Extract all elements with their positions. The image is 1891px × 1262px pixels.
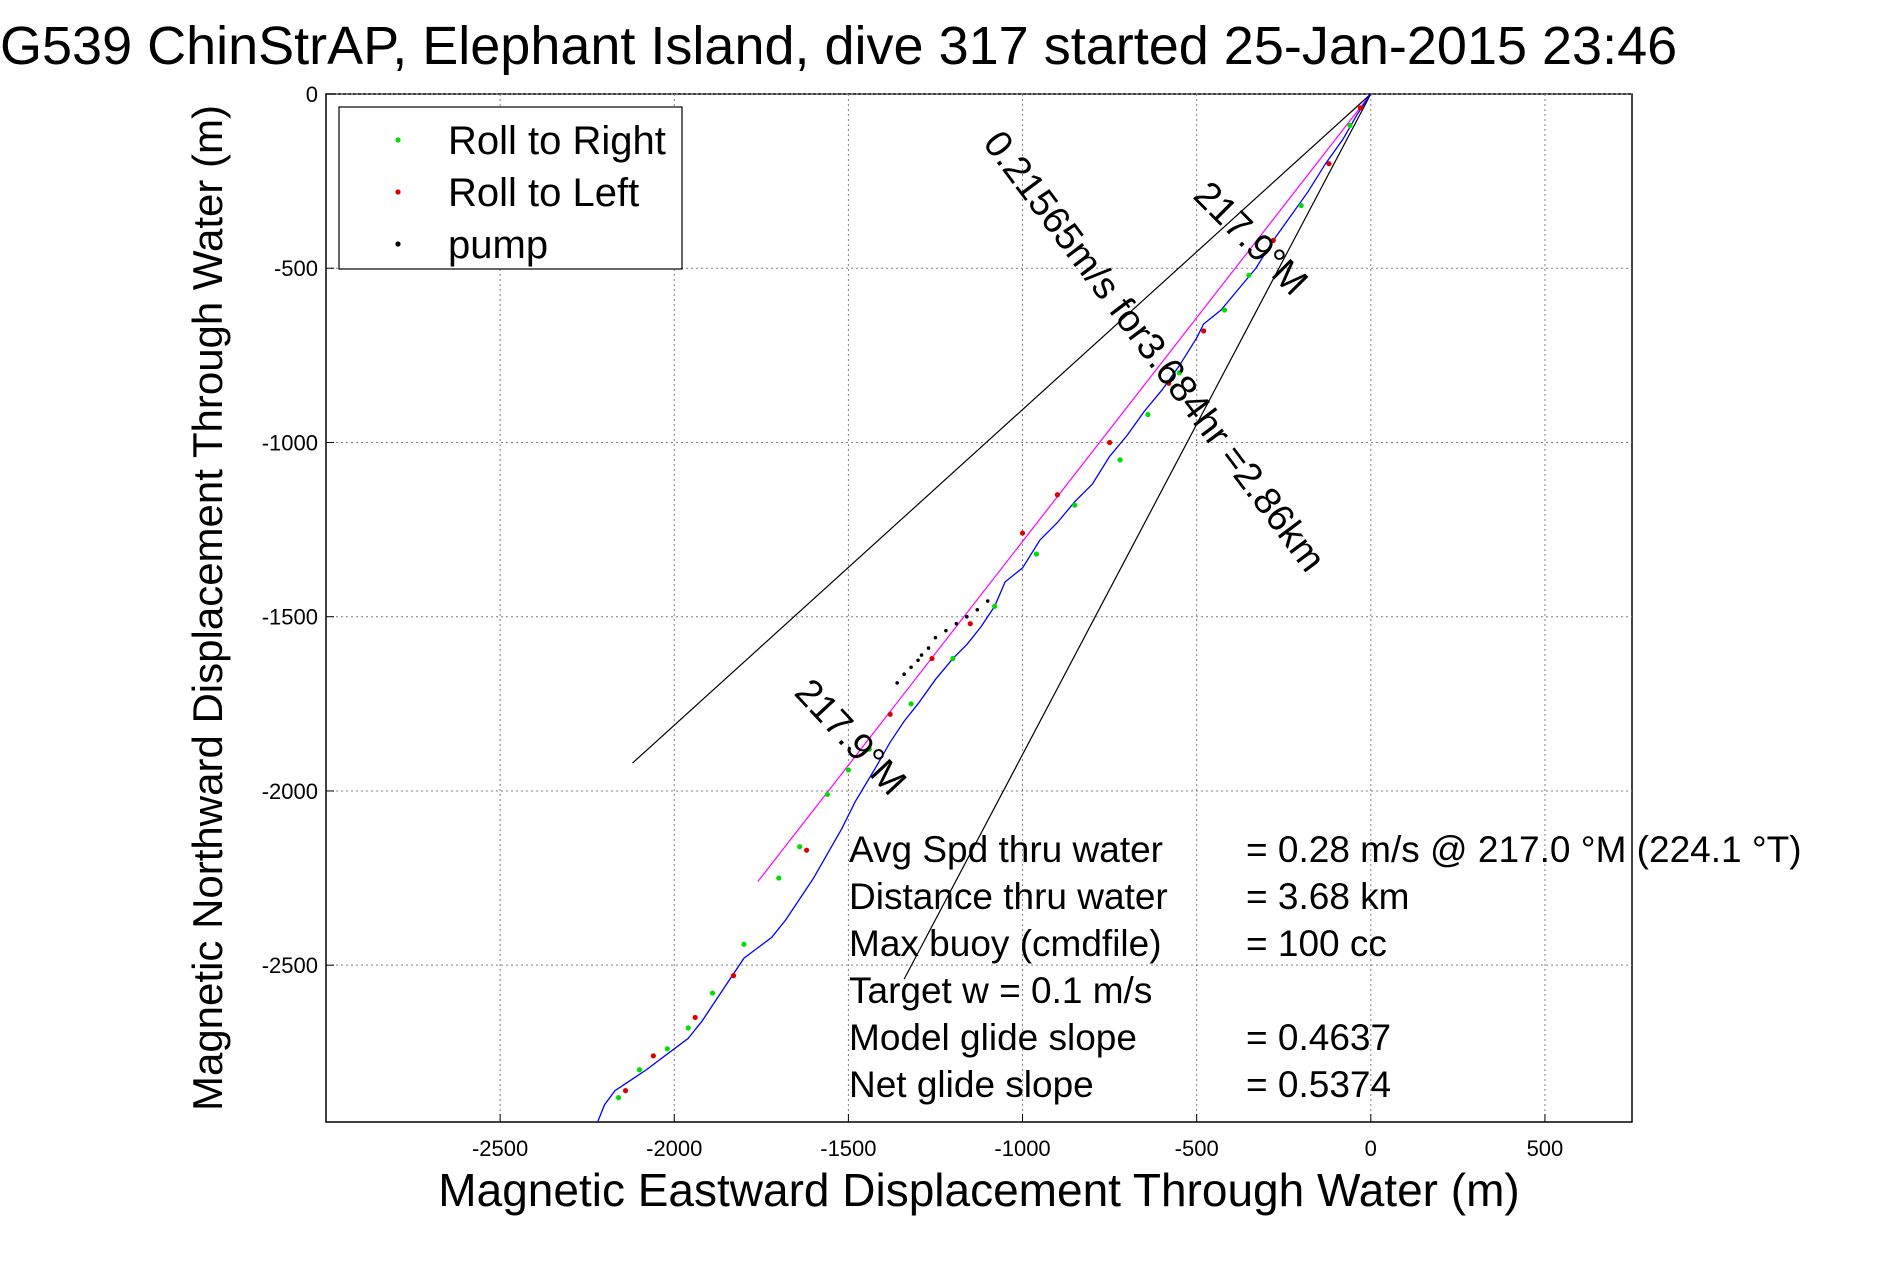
heading-line-right-bound [903, 93, 1372, 980]
legend-marker [395, 189, 401, 195]
roll-left-point [887, 711, 893, 717]
y-tick-label: 0 [306, 82, 318, 107]
roll-right-point [908, 701, 914, 707]
pump-point [916, 658, 920, 663]
stats-label: Target w = 0.1 m/s [849, 970, 1152, 1011]
roll-right-point [664, 1046, 670, 1052]
roll-right-point [776, 875, 782, 881]
pump-point [933, 635, 938, 640]
roll-right-point [950, 655, 956, 662]
y-tick-label: -2000 [262, 779, 318, 804]
stats-value: = 3.68 km [1246, 876, 1410, 917]
roll-right-point [824, 791, 831, 798]
roll-left-point [1019, 530, 1026, 536]
roll-points [615, 105, 1363, 1101]
legend-label: pump [448, 223, 548, 267]
legend-marker [395, 241, 401, 247]
dive-track [597, 93, 1372, 1123]
track-line [597, 93, 1372, 1123]
stats-label: Avg Spd thru water [849, 829, 1163, 870]
roll-left-point [622, 1088, 629, 1094]
roll-right-point [615, 1095, 622, 1101]
stats-value: = 0.28 m/s @ 217.0 °M (224.1 °T) [1246, 829, 1802, 870]
pump-point [926, 646, 931, 650]
stats-block: Avg Spd thru water = 0.28 m/s @ 217.0 °M … [849, 829, 1802, 1105]
heading-line-left-bound [632, 93, 1372, 764]
y-tick-label: -1500 [262, 605, 318, 630]
y-tick-label: -2500 [262, 953, 318, 978]
roll-left-point [1270, 237, 1276, 243]
heading-lines [632, 93, 1372, 980]
stats-value: = 0.5374 [1246, 1064, 1391, 1105]
roll-right-point [1033, 551, 1040, 557]
roll-right-point [1072, 502, 1078, 508]
stats-label: Distance thru water [849, 876, 1168, 917]
roll-left-point [730, 973, 737, 979]
x-tick-label: -1000 [994, 1136, 1050, 1161]
y-tick-label: -500 [274, 256, 318, 281]
x-axis-label: Magnetic Eastward Displacement Through W… [438, 1164, 1519, 1216]
stats-value: = 0.4637 [1246, 1017, 1391, 1058]
pump-point [965, 614, 969, 619]
heading-line-center [757, 93, 1372, 882]
stats-label: Net glide slope [849, 1064, 1094, 1105]
y-axis-label: Magnetic Northward Displacement Through … [184, 105, 231, 1111]
pump-point [944, 628, 948, 633]
pump-point [919, 653, 924, 657]
roll-right-point [1298, 202, 1304, 209]
roll-right-point [636, 1067, 643, 1073]
roll-left-point [1326, 161, 1332, 167]
roll-right-point [741, 941, 747, 947]
legend-label: Roll to Right [448, 119, 666, 163]
roll-right-point [1221, 307, 1228, 313]
roll-right-point [845, 767, 852, 773]
pump-point [985, 599, 990, 603]
roll-left-point [929, 655, 935, 662]
pump-point [954, 621, 959, 626]
legend-marker [395, 137, 401, 143]
roll-left-point [1201, 328, 1207, 334]
roll-left-point [967, 621, 973, 627]
x-tick-label: 0 [1365, 1136, 1377, 1161]
x-tick-label: -500 [1175, 1136, 1219, 1161]
roll-right-point [685, 1025, 691, 1031]
roll-right-point [1347, 122, 1353, 128]
legend: Roll to Right Roll to Left pump [338, 106, 683, 270]
roll-left-point [692, 1014, 698, 1021]
x-tick-label: 500 [1527, 1136, 1564, 1161]
roll-left-point [1054, 492, 1060, 498]
roll-left-point [1357, 105, 1363, 111]
chart-title: G539 ChinStrAP, Elephant Island, dive 31… [0, 16, 1677, 76]
pump-point [902, 672, 906, 677]
x-tick-label: -2500 [472, 1136, 528, 1161]
x-tick-label: -2000 [646, 1136, 702, 1161]
roll-left-point [1166, 380, 1172, 386]
pump-point [975, 607, 980, 612]
roll-left-point [650, 1053, 656, 1059]
roll-left-point [1107, 439, 1113, 446]
axis-ticks: -2500 -2000 -1500 -1000 -500 0 500 0 -500 -1000 -1… [262, 82, 1564, 1161]
roll-right-point [1145, 411, 1151, 418]
roll-right-point [1176, 370, 1182, 376]
roll-left-point [804, 847, 810, 853]
roll-right-point [1246, 272, 1252, 278]
stats-label: Model glide slope [849, 1017, 1137, 1058]
roll-right-point [709, 990, 716, 996]
stats-value: = 100 cc [1246, 923, 1387, 964]
x-tick-label: -1500 [820, 1136, 876, 1161]
legend-box [338, 106, 683, 270]
stats-label: Max buoy (cmdfile) [849, 923, 1162, 964]
pump-point [895, 681, 899, 685]
y-tick-label: -1000 [262, 430, 318, 455]
pump-point [909, 665, 913, 670]
legend-label: Roll to Left [448, 171, 639, 215]
roll-right-point [1117, 457, 1123, 463]
roll-right-point [797, 844, 803, 850]
roll-right-point [992, 603, 998, 609]
roll-right-point [866, 746, 872, 752]
